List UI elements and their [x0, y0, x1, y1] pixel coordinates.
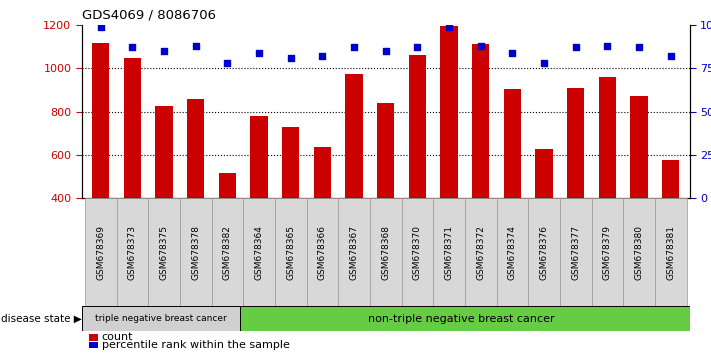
Bar: [314, 147, 331, 285]
Text: disease state ▶: disease state ▶: [1, 314, 82, 324]
Text: GSM678375: GSM678375: [159, 225, 169, 280]
Text: GSM678364: GSM678364: [255, 225, 264, 280]
Text: GSM678380: GSM678380: [634, 225, 643, 280]
Bar: [567, 88, 584, 285]
Point: [285, 55, 296, 61]
FancyBboxPatch shape: [306, 198, 338, 306]
FancyBboxPatch shape: [338, 198, 370, 306]
FancyBboxPatch shape: [560, 198, 592, 306]
Bar: [282, 127, 299, 285]
FancyBboxPatch shape: [85, 198, 117, 306]
Bar: [535, 149, 552, 285]
Bar: [631, 96, 648, 285]
Text: GSM678382: GSM678382: [223, 225, 232, 280]
FancyBboxPatch shape: [496, 198, 528, 306]
Text: non-triple negative breast cancer: non-triple negative breast cancer: [368, 314, 555, 324]
Point: [348, 45, 360, 50]
Text: GSM678369: GSM678369: [96, 225, 105, 280]
Bar: [503, 89, 521, 285]
FancyBboxPatch shape: [528, 198, 560, 306]
Point: [665, 53, 676, 59]
Text: GSM678374: GSM678374: [508, 225, 517, 280]
Bar: [156, 106, 173, 285]
Text: GSM678381: GSM678381: [666, 225, 675, 280]
Point: [570, 45, 582, 50]
Point: [253, 50, 264, 55]
Text: GSM678376: GSM678376: [540, 225, 548, 280]
Point: [602, 43, 613, 48]
FancyBboxPatch shape: [149, 198, 180, 306]
FancyBboxPatch shape: [117, 198, 149, 306]
Bar: [440, 26, 458, 285]
FancyBboxPatch shape: [402, 198, 433, 306]
Text: GDS4069 / 8086706: GDS4069 / 8086706: [82, 9, 215, 22]
Point: [380, 48, 391, 53]
FancyBboxPatch shape: [655, 198, 687, 306]
Point: [475, 43, 486, 48]
Bar: [124, 58, 141, 285]
Bar: [250, 116, 268, 285]
Bar: [219, 173, 236, 285]
Text: count: count: [102, 332, 133, 342]
Text: GSM678365: GSM678365: [287, 225, 295, 280]
Bar: [599, 77, 616, 285]
Text: GSM678367: GSM678367: [350, 225, 358, 280]
FancyBboxPatch shape: [592, 198, 623, 306]
Bar: [377, 103, 395, 285]
FancyBboxPatch shape: [212, 198, 243, 306]
Bar: [92, 43, 109, 285]
FancyBboxPatch shape: [243, 198, 275, 306]
Bar: [346, 74, 363, 285]
Point: [412, 45, 423, 50]
Point: [507, 50, 518, 55]
Point: [190, 43, 201, 48]
FancyBboxPatch shape: [82, 306, 240, 331]
Point: [634, 45, 645, 50]
Point: [95, 24, 107, 29]
Text: percentile rank within the sample: percentile rank within the sample: [102, 340, 289, 350]
FancyBboxPatch shape: [370, 198, 402, 306]
Text: GSM678371: GSM678371: [444, 225, 454, 280]
Bar: [662, 160, 680, 285]
Point: [316, 53, 328, 59]
Point: [159, 48, 170, 53]
Text: triple negative breast cancer: triple negative breast cancer: [95, 314, 227, 323]
Text: GSM678378: GSM678378: [191, 225, 201, 280]
FancyBboxPatch shape: [180, 198, 212, 306]
FancyBboxPatch shape: [433, 198, 465, 306]
Point: [127, 45, 138, 50]
FancyBboxPatch shape: [275, 198, 306, 306]
Bar: [187, 98, 205, 285]
Text: GSM678366: GSM678366: [318, 225, 327, 280]
FancyBboxPatch shape: [240, 306, 690, 331]
Bar: [409, 55, 426, 285]
Text: GSM678368: GSM678368: [381, 225, 390, 280]
FancyBboxPatch shape: [465, 198, 496, 306]
Text: GSM678372: GSM678372: [476, 225, 485, 280]
Point: [222, 60, 233, 66]
Bar: [472, 44, 489, 285]
Text: GSM678377: GSM678377: [571, 225, 580, 280]
FancyBboxPatch shape: [623, 198, 655, 306]
Point: [538, 60, 550, 66]
Text: GSM678370: GSM678370: [413, 225, 422, 280]
Point: [444, 24, 455, 29]
Text: GSM678373: GSM678373: [128, 225, 137, 280]
Text: GSM678379: GSM678379: [603, 225, 612, 280]
